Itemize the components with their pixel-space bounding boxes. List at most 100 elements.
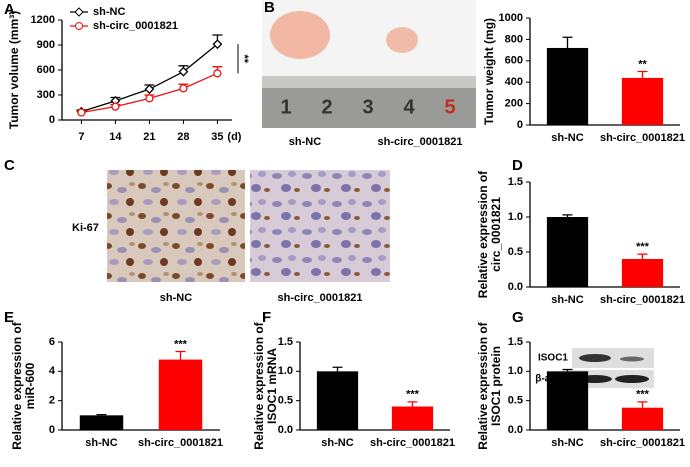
bar xyxy=(621,259,664,287)
ruler-number: 5 xyxy=(444,96,455,118)
x-tick-label: 21 xyxy=(143,131,155,143)
ruler-number: 4 xyxy=(403,96,415,118)
error-bar xyxy=(407,401,418,407)
axis-line xyxy=(61,20,232,121)
marker xyxy=(213,69,222,78)
marker xyxy=(179,84,188,93)
panel-letter: C xyxy=(4,157,15,174)
error-bar xyxy=(332,366,343,372)
ruler-number: 2 xyxy=(321,96,332,118)
legend-marker xyxy=(74,7,84,17)
blot xyxy=(572,348,654,368)
legend-label: sh-circ_0001821 xyxy=(93,20,178,32)
error-bar xyxy=(637,253,648,259)
legend-label: sh-NC xyxy=(93,6,125,18)
x-tick-label: 14 xyxy=(109,131,122,143)
legend-marker xyxy=(75,22,83,30)
ruler-number: 1 xyxy=(280,96,291,118)
blot-band xyxy=(620,356,644,362)
y-tick-label: 1000 xyxy=(499,12,523,24)
y-tick-label: 600 xyxy=(505,55,523,67)
panel-letter: B xyxy=(264,0,275,16)
x-unit: (d) xyxy=(227,131,241,143)
y-axis-label: Relative expression of xyxy=(476,321,490,449)
histology-image xyxy=(250,170,390,282)
error-bar xyxy=(637,70,648,78)
bar xyxy=(316,371,359,430)
y-tick-label: 0.0 xyxy=(278,424,293,436)
bar xyxy=(79,415,124,430)
significance: ** xyxy=(638,58,647,70)
tumor xyxy=(386,27,418,53)
y-axis-label: circ_0001821 xyxy=(489,197,503,272)
panel-letter: D xyxy=(512,157,523,174)
bar xyxy=(546,217,589,287)
panel-letter: G xyxy=(512,309,524,326)
x-tick-label: sh-NC xyxy=(551,132,583,144)
y-axis-label: Relative expression of xyxy=(10,321,24,449)
y-tick-label: 900 xyxy=(37,39,55,51)
x-tick-label: sh-NC xyxy=(551,294,583,306)
blot-band xyxy=(615,375,649,383)
stain-label: Ki-67 xyxy=(72,222,99,234)
marker xyxy=(145,94,154,103)
significance: *** xyxy=(636,241,650,253)
y-tick-label: 1.0 xyxy=(278,365,293,377)
x-tick-label: sh-circ_0001821 xyxy=(600,294,685,306)
y-tick-label: 800 xyxy=(505,33,523,45)
histology-image xyxy=(107,170,245,282)
photo-label: sh-circ_0001821 xyxy=(277,292,362,304)
x-tick-label: sh-circ_0001821 xyxy=(600,437,685,449)
y-axis-label: Relative expression of xyxy=(252,321,266,449)
error-bar xyxy=(175,350,186,360)
significance: ** xyxy=(238,54,250,63)
y-tick-label: 1.0 xyxy=(508,365,523,377)
photo-label: sh-NC xyxy=(289,136,321,148)
y-tick-label: 4 xyxy=(49,365,56,377)
y-axis-label: Tumor volume (mm³) xyxy=(7,11,21,129)
tumor xyxy=(270,11,330,59)
y-axis-label: Relative expression of xyxy=(476,170,490,298)
blot xyxy=(572,370,654,388)
x-tick-label: sh-circ_0001821 xyxy=(370,437,455,449)
significance: *** xyxy=(636,389,650,401)
y-axis-label: miR-600 xyxy=(23,362,37,409)
y-tick-label: 0.0 xyxy=(508,424,523,436)
error-bar xyxy=(637,401,648,408)
marker xyxy=(144,84,155,95)
photo-label: sh-NC xyxy=(160,292,192,304)
y-tick-label: 0 xyxy=(517,119,523,131)
ruler-number: 3 xyxy=(362,96,373,118)
y-tick-label: 0 xyxy=(49,424,55,436)
y-axis-label: Tumor weight (mg) xyxy=(482,18,496,125)
x-tick-label: 28 xyxy=(177,131,189,143)
y-tick-label: 1.5 xyxy=(278,336,293,348)
y-tick-label: 1200 xyxy=(31,14,55,26)
x-tick-label: sh-NC xyxy=(85,437,117,449)
y-tick-label: 300 xyxy=(37,89,55,101)
y-tick-label: 0.5 xyxy=(278,395,293,407)
marker xyxy=(77,108,86,117)
photo-label: sh-circ_0001821 xyxy=(377,136,462,148)
ruler-scale xyxy=(262,76,476,88)
blot-label: ISOC1 xyxy=(538,353,568,364)
bar xyxy=(621,407,664,430)
x-tick-label: 7 xyxy=(78,131,84,143)
marker xyxy=(212,39,223,50)
error-bar xyxy=(562,214,573,217)
error-bar xyxy=(96,413,107,416)
blot-band xyxy=(579,354,611,362)
y-tick-label: 0.0 xyxy=(508,281,523,293)
y-tick-label: 6 xyxy=(49,336,55,348)
y-tick-label: 1.0 xyxy=(508,211,523,223)
bar xyxy=(546,47,589,125)
significance: *** xyxy=(406,389,420,401)
marker xyxy=(111,102,120,111)
y-tick-label: 1.5 xyxy=(508,176,523,188)
x-tick-label: sh-circ_0001821 xyxy=(600,132,685,144)
bar xyxy=(546,371,589,430)
error-bar xyxy=(562,36,573,48)
y-axis-label: ISOC1 mRNA xyxy=(265,348,279,424)
y-tick-label: 600 xyxy=(37,64,55,76)
